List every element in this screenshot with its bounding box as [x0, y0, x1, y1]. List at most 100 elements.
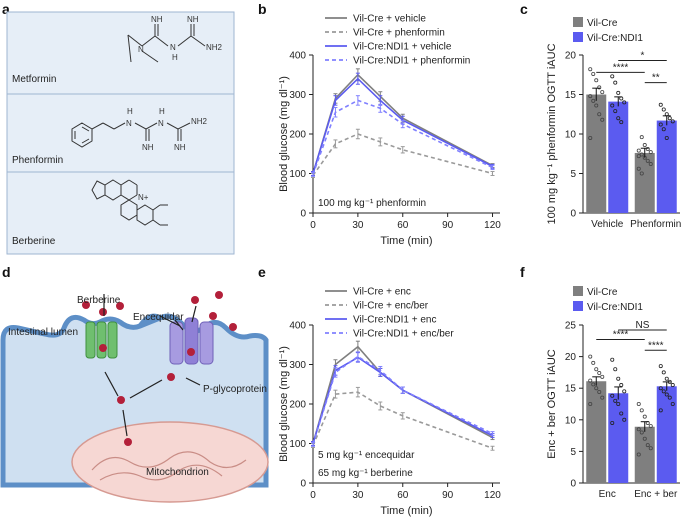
- y-tick-label: 200: [289, 400, 306, 411]
- data-point: [645, 443, 650, 448]
- data-point: [648, 150, 653, 155]
- x-tick-label: 120: [484, 220, 501, 231]
- legend-swatch: [573, 32, 583, 42]
- series-line: [312, 345, 493, 444]
- data-point: [610, 420, 615, 425]
- y-tick-label: 100: [289, 439, 306, 450]
- bar: [656, 120, 677, 213]
- y-tick-label: 20: [565, 51, 577, 62]
- data-point: [594, 78, 599, 83]
- y-tick-label: 300: [289, 90, 306, 101]
- data-point: [639, 135, 644, 140]
- data-point: [658, 122, 663, 127]
- panel-label-b: b: [258, 1, 267, 17]
- x-tick-label: 90: [442, 220, 454, 231]
- data-point: [636, 452, 641, 457]
- data-point: [600, 374, 605, 379]
- data-point: [619, 411, 624, 416]
- y-tick-label: 5: [570, 169, 576, 180]
- data-point: [594, 386, 599, 391]
- x-tick-label: 0: [310, 490, 316, 501]
- bar: [608, 393, 629, 483]
- data-point: [664, 392, 669, 397]
- y-tick-label: 100: [289, 169, 306, 180]
- data-point: [588, 378, 593, 383]
- data-point: [642, 143, 647, 148]
- legend-label: Vil-Cre:NDI1 + enc/ber: [353, 329, 454, 340]
- data-point: [670, 119, 675, 124]
- y-tick-label: 0: [300, 479, 306, 490]
- compound-name-phenformin: Phenformin: [12, 155, 63, 166]
- legend-label: Vil-Cre + enc: [353, 287, 411, 298]
- data-point: [619, 383, 624, 388]
- data-point: [667, 116, 672, 121]
- label-intestinal-lumen: Intestinal lumen: [8, 327, 78, 338]
- series-line: [312, 355, 493, 445]
- data-point: [658, 102, 663, 107]
- data-point: [667, 395, 672, 400]
- significance-label: ****: [648, 340, 664, 351]
- data-point: [664, 376, 669, 381]
- y-tick-label: 400: [289, 51, 306, 62]
- y-axis-label: Blood glucose (mg dl⁻¹): [278, 346, 290, 462]
- transporter-icon: [85, 321, 118, 359]
- data-point: [594, 367, 599, 372]
- y-tick-label: 300: [289, 360, 306, 371]
- y-tick-label: 0: [570, 479, 576, 490]
- data-point: [600, 90, 605, 95]
- legend-swatch: [573, 301, 583, 311]
- category-label: Vehicle: [591, 219, 624, 230]
- atom-label: N: [170, 43, 176, 52]
- data-point: [619, 120, 624, 125]
- data-point: [591, 360, 596, 365]
- y-tick-label: 0: [570, 209, 576, 220]
- y-tick-label: 400: [289, 321, 306, 332]
- bar: [608, 101, 629, 213]
- compound-name-metformin: Metformin: [12, 74, 56, 85]
- series-line: [312, 391, 493, 449]
- data-point: [622, 100, 627, 105]
- data-point: [597, 112, 602, 117]
- atom-label: N: [138, 45, 144, 54]
- data-point: [661, 107, 666, 112]
- data-point: [658, 364, 663, 369]
- legend-label: Vil-Cre + phenformin: [353, 28, 445, 39]
- y-axis-label: Enc + ber OGTT iAUC: [546, 349, 558, 459]
- y-tick-label: 5: [570, 447, 576, 458]
- data-point: [613, 367, 618, 372]
- legend-swatch: [573, 17, 583, 27]
- data-point: [594, 103, 599, 108]
- structure-berberine: N+ Berberine: [6, 171, 235, 255]
- data-point: [616, 376, 621, 381]
- legend-label: Vil-Cre:NDI1: [587, 33, 643, 44]
- data-point: [622, 417, 627, 422]
- data-point: [664, 135, 669, 140]
- y-tick-label: 15: [565, 90, 577, 101]
- data-point: [645, 147, 650, 152]
- x-tick-label: 0: [310, 220, 316, 231]
- significance-label: ****: [613, 330, 629, 341]
- label-p-glycoprotein: P-glycoprotein: [203, 384, 267, 395]
- data-point: [591, 98, 596, 103]
- data-point: [588, 67, 593, 72]
- data-point: [600, 395, 605, 400]
- legend-label: Vil-Cre: [587, 287, 618, 298]
- legend-label: Vil-Cre + enc/ber: [353, 301, 429, 312]
- y-tick-label: 25: [565, 321, 577, 332]
- panel-label-e: e: [258, 264, 266, 280]
- data-point: [639, 171, 644, 176]
- category-label: Phenformin: [630, 219, 681, 230]
- significance-label: NS: [636, 320, 650, 331]
- atom-label: N: [126, 119, 132, 128]
- y-tick-label: 0: [300, 209, 306, 220]
- structure-metformin: NH NH N N H NH2 Metformin: [6, 11, 235, 95]
- category-label: Enc + ber: [634, 489, 678, 500]
- chart-f: 0 5 10 15 20 25 Enc Enc + ber Vil-Cre Vil-Cre:NDI…: [546, 286, 680, 500]
- significance-label: ****: [613, 62, 629, 73]
- data-point: [613, 80, 618, 85]
- x-tick-label: 60: [397, 490, 409, 501]
- data-point: [597, 371, 602, 376]
- annotation-e-berberine: 65 mg kg⁻¹ berberine: [318, 468, 413, 479]
- data-point: [610, 103, 615, 108]
